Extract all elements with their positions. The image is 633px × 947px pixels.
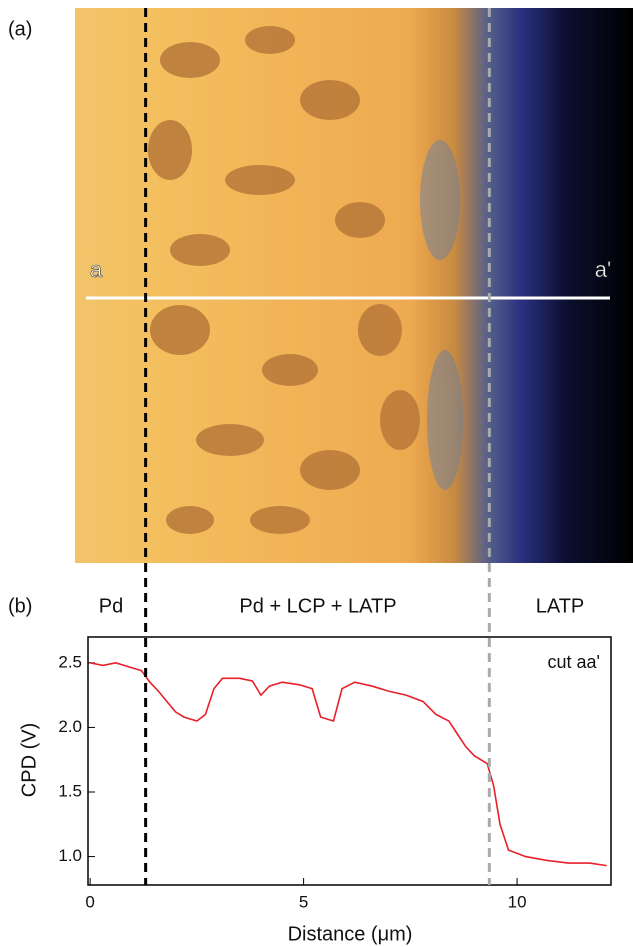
y-tick-label: 2.0 bbox=[58, 717, 82, 736]
plot-frame bbox=[87, 636, 612, 886]
y-axis-label: CPD (V) bbox=[18, 723, 40, 797]
region-label: LATP bbox=[536, 595, 585, 617]
kpfm-image bbox=[75, 8, 633, 563]
x-tick-label: 10 bbox=[508, 892, 527, 911]
data-line bbox=[89, 662, 607, 867]
y-tick-label: 1.5 bbox=[58, 781, 82, 800]
cut-start-label: a bbox=[90, 257, 103, 282]
region-label: Pd + LCP + LATP bbox=[239, 595, 396, 617]
x-tick-label: 5 bbox=[299, 892, 308, 911]
panel-label: (b) bbox=[8, 595, 32, 617]
panel-label: (a) bbox=[8, 18, 32, 40]
region-label: Pd bbox=[99, 595, 123, 617]
x-axis-label: Distance (μm) bbox=[288, 923, 413, 945]
y-tick-label: 2.5 bbox=[58, 652, 82, 671]
x-tick-label: 0 bbox=[85, 892, 94, 911]
cut-end-label: a' bbox=[595, 257, 611, 282]
y-tick-label: 1.0 bbox=[58, 846, 82, 865]
annotation: cut aa' bbox=[548, 652, 600, 672]
